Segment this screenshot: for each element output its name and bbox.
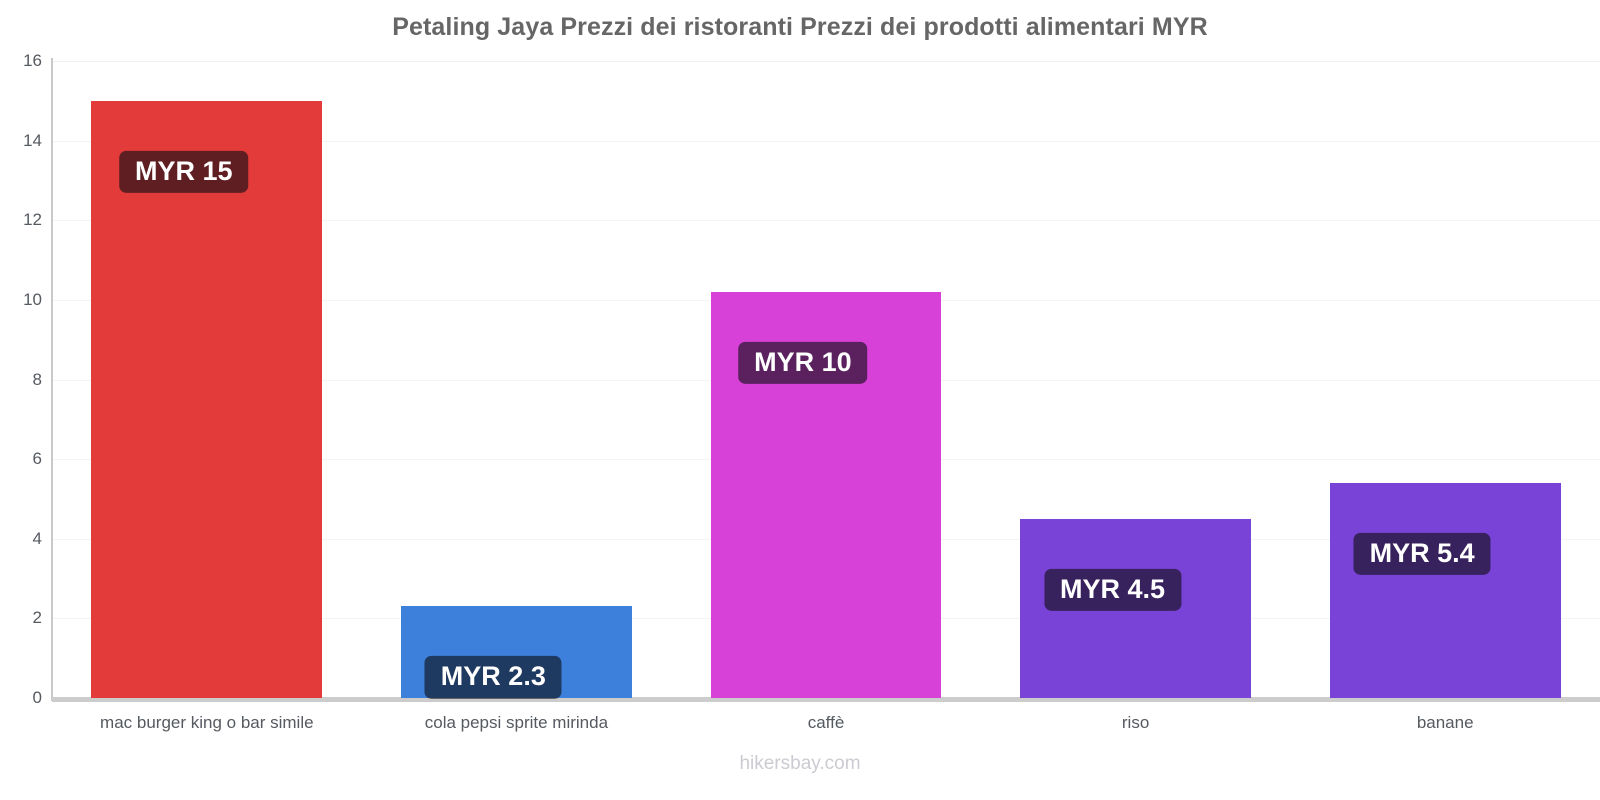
bar[interactable]	[1329, 483, 1561, 698]
bar-value-label: MYR 5.4	[1353, 532, 1491, 576]
x-axis-category-label: banane	[1416, 713, 1474, 732]
x-axis-category-label: mac burger king o bar simile	[100, 713, 314, 732]
gridline	[52, 220, 1600, 222]
y-axis-tick-label: 2	[32, 608, 42, 628]
x-axis-category-label: riso	[1121, 713, 1150, 732]
x-axis-category-label: caffè	[807, 713, 845, 732]
y-axis-tick-label: 0	[32, 688, 42, 707]
y-axis-tick-label: 6	[32, 449, 42, 469]
x-axis-line	[52, 697, 1600, 702]
bar[interactable]	[91, 100, 323, 698]
footer-source: hikersbay.com	[739, 753, 861, 774]
y-axis-tick-label: 4	[32, 528, 42, 548]
x-axis-category-label: cola pepsi sprite mirinda	[424, 713, 609, 732]
bar-value-label: MYR 2.3	[424, 656, 562, 699]
bar-value-label: MYR 10	[738, 341, 868, 385]
y-axis-tick-label: 10	[23, 289, 42, 309]
gridline	[52, 61, 1600, 62]
chart-title: Petaling Jaya Prezzi dei ristoranti Prez…	[392, 13, 1208, 41]
bar-value-label: MYR 15	[118, 150, 249, 193]
y-axis-tick-label: 14	[23, 130, 42, 150]
y-axis-tick-label: 8	[32, 369, 42, 389]
bar-value-label: MYR 4.5	[1044, 568, 1182, 612]
y-axis-tick-label: 12	[23, 210, 42, 230]
gridline	[52, 140, 1600, 142]
y-axis-tick-label: 16	[23, 51, 42, 70]
y-axis-line	[51, 58, 53, 701]
